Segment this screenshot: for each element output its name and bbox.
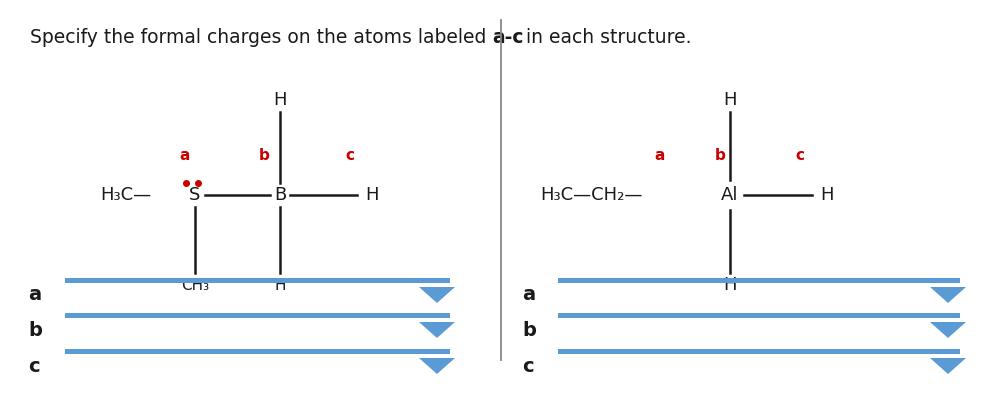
Text: a: a — [655, 147, 665, 162]
Polygon shape — [419, 358, 455, 374]
Bar — [558, 349, 960, 354]
Bar — [65, 278, 450, 283]
Text: H₃C—: H₃C— — [100, 186, 151, 204]
Text: b: b — [28, 320, 42, 339]
Text: H: H — [820, 186, 834, 204]
Bar — [65, 349, 450, 354]
Bar — [65, 313, 450, 318]
Text: a: a — [179, 147, 190, 162]
Bar — [558, 278, 960, 283]
Bar — [558, 313, 960, 318]
Polygon shape — [930, 322, 966, 338]
Text: H: H — [365, 186, 379, 204]
Text: b: b — [259, 147, 270, 162]
Text: a: a — [522, 286, 535, 305]
Text: c: c — [522, 356, 534, 375]
Text: B: B — [274, 186, 287, 204]
Text: Al: Al — [721, 186, 738, 204]
Text: c: c — [796, 147, 805, 162]
Text: b: b — [522, 320, 536, 339]
Text: a-c: a-c — [492, 28, 524, 47]
Text: in each structure.: in each structure. — [520, 28, 691, 47]
Text: H: H — [275, 278, 286, 292]
Text: c: c — [346, 147, 355, 162]
Text: b: b — [714, 147, 725, 162]
Text: H: H — [723, 91, 736, 109]
Text: H₃C—CH₂—: H₃C—CH₂— — [540, 186, 642, 204]
Text: H: H — [274, 91, 287, 109]
Polygon shape — [930, 287, 966, 303]
Text: H: H — [723, 276, 736, 294]
Polygon shape — [419, 287, 455, 303]
Polygon shape — [419, 322, 455, 338]
Polygon shape — [930, 358, 966, 374]
Text: c: c — [28, 356, 40, 375]
Text: CH₃: CH₃ — [181, 278, 209, 292]
Text: a: a — [28, 286, 41, 305]
Text: Specify the formal charges on the atoms labeled: Specify the formal charges on the atoms … — [30, 28, 492, 47]
Text: S: S — [189, 186, 200, 204]
